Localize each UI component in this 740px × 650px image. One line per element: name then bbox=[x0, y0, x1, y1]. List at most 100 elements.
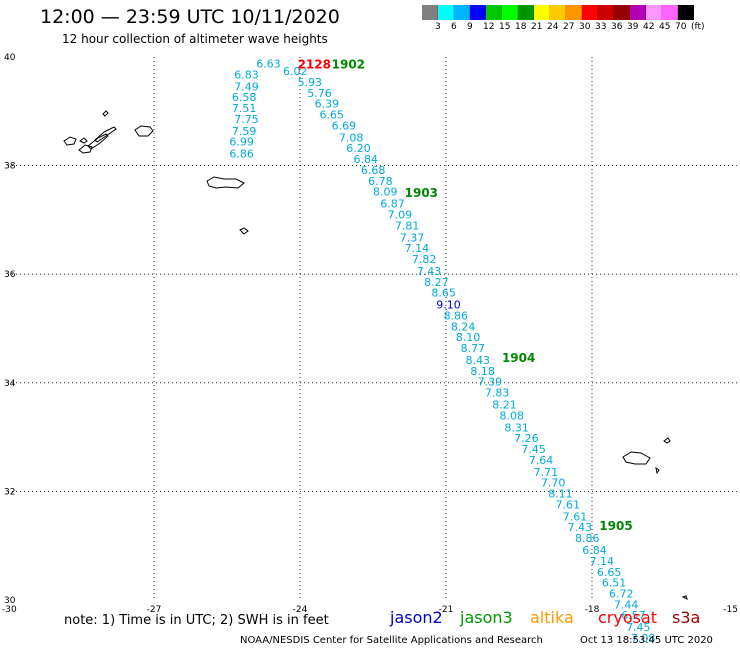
island-sao-miguel bbox=[206, 176, 245, 189]
map-subtitle: 12 hour collection of altimeter wave hei… bbox=[62, 32, 328, 46]
wave-height-point: 7.83 bbox=[485, 387, 510, 400]
color-scale: 3 6 9 12 15 18 21 24 27 30 33 36 39 42 45 70 (ft) bbox=[422, 5, 740, 34]
scale-label: (ft) bbox=[691, 22, 705, 32]
pass-label: 1902 bbox=[332, 58, 365, 72]
island-corvo bbox=[79, 137, 88, 144]
color-scale-labels: 3 6 9 12 15 18 21 24 27 30 33 36 39 42 45 70 (ft) bbox=[422, 20, 740, 34]
y-tick-label: 32 bbox=[4, 487, 15, 497]
scale-label: 24 bbox=[547, 22, 559, 32]
wave-height-point: 5.76 bbox=[307, 87, 332, 100]
wave-height-point: 8.09 bbox=[373, 186, 398, 199]
x-tick-label: -27 bbox=[147, 605, 162, 615]
scale-label: 30 bbox=[579, 22, 591, 32]
credit-text: NOAA/NESDIS Center for Satellite Applica… bbox=[240, 635, 543, 646]
wave-height-point: 8.21 bbox=[492, 399, 517, 412]
wave-height-point: 7.61 bbox=[563, 510, 588, 523]
scale-swatch bbox=[614, 5, 630, 20]
wave-height-point: 8.11 bbox=[548, 488, 573, 501]
wave-height-point: 8.86 bbox=[575, 532, 600, 545]
wave-height-point: 7.44 bbox=[614, 598, 639, 611]
wave-height-point: 7.49 bbox=[234, 80, 258, 93]
wave-height-point: 7.37 bbox=[400, 231, 425, 244]
scale-swatch bbox=[550, 5, 566, 20]
x-tick-label: -30 bbox=[2, 605, 17, 615]
wave-height-point: 7.08 bbox=[339, 131, 364, 144]
scale-swatch bbox=[422, 5, 438, 20]
island-desertas bbox=[655, 466, 660, 475]
wave-height-point: 8.86 bbox=[444, 309, 469, 322]
pass-label: 1903 bbox=[405, 186, 438, 200]
island-sao-jorge bbox=[94, 126, 117, 143]
wave-height-point: 9.10 bbox=[436, 299, 461, 312]
wave-height-point: 7.45 bbox=[626, 621, 651, 634]
color-scale-swatches bbox=[422, 5, 740, 20]
wave-height-point: 7.45 bbox=[521, 443, 546, 456]
wave-height-point: 7.82 bbox=[412, 253, 437, 266]
island-selvagens bbox=[681, 595, 688, 600]
wave-height-point: 6.78 bbox=[368, 175, 393, 188]
scale-swatch bbox=[630, 5, 646, 20]
wave-height-point: 7.51 bbox=[232, 102, 257, 115]
wave-height-point: 8.18 bbox=[470, 365, 495, 378]
scale-swatch bbox=[486, 5, 502, 20]
wave-height-point: 6.63 bbox=[256, 58, 281, 71]
scale-label: 45 bbox=[659, 22, 671, 32]
island-madeira bbox=[622, 451, 651, 465]
wave-height-point: 7.59 bbox=[232, 125, 257, 138]
scale-swatch bbox=[598, 5, 614, 20]
wave-height-point: 8.10 bbox=[456, 331, 481, 344]
wave-height-point: 7.09 bbox=[388, 208, 413, 221]
legend-item-jason2: jason2 bbox=[390, 608, 443, 627]
wave-height-point: 7.14 bbox=[590, 555, 615, 568]
scale-swatch bbox=[438, 5, 454, 20]
island-santa-maria bbox=[239, 227, 249, 235]
scale-swatch bbox=[502, 5, 518, 20]
wave-height-point: 6.87 bbox=[380, 198, 405, 211]
wave-height-point: 7.70 bbox=[541, 477, 566, 490]
wave-height-point: 8.08 bbox=[500, 409, 525, 422]
island-faial bbox=[78, 144, 93, 154]
wave-height-point: 6.02 bbox=[283, 65, 308, 78]
scale-label: 9 bbox=[467, 22, 473, 32]
island-flores bbox=[63, 136, 77, 146]
scale-swatch bbox=[470, 5, 486, 20]
wave-height-point: 6.20 bbox=[346, 142, 371, 155]
pass-label: 1905 bbox=[599, 519, 632, 533]
wave-height-point: 6.72 bbox=[609, 587, 634, 600]
island-terceira bbox=[134, 125, 154, 137]
wave-height-point: 8.77 bbox=[461, 342, 486, 355]
wave-height-point: 7.75 bbox=[234, 113, 258, 126]
scale-swatch bbox=[662, 5, 678, 20]
scale-label: 15 bbox=[499, 22, 511, 32]
wave-height-point: 6.84 bbox=[582, 544, 607, 557]
scale-swatch bbox=[518, 5, 534, 20]
scale-swatch bbox=[582, 5, 598, 20]
y-tick-label: 38 bbox=[4, 162, 16, 172]
wave-height-point: 6.51 bbox=[602, 577, 627, 590]
pass-labels: 2128 1902 1903 1904 1905 bbox=[298, 58, 633, 534]
scale-label: 33 bbox=[595, 22, 607, 32]
scale-label: 70 bbox=[675, 22, 687, 32]
scale-label: 21 bbox=[531, 22, 543, 32]
scale-swatch bbox=[566, 5, 582, 20]
wave-height-point: 6.57 bbox=[621, 609, 646, 622]
wave-height-point: 7.26 bbox=[514, 432, 539, 445]
y-tick-label: 40 bbox=[4, 53, 16, 63]
scale-label: 6 bbox=[451, 22, 457, 32]
scale-swatch bbox=[678, 5, 694, 20]
scale-label: 18 bbox=[515, 22, 527, 32]
scale-swatch bbox=[534, 5, 550, 20]
wave-height-point: 8.31 bbox=[504, 421, 529, 434]
legend-item-jason3: jason3 bbox=[460, 608, 513, 627]
scale-label: 12 bbox=[483, 22, 495, 32]
y-tick-label: 36 bbox=[4, 270, 16, 280]
wave-height-point: 7.61 bbox=[556, 498, 581, 511]
wave-height-point: 6.65 bbox=[597, 566, 622, 579]
wave-height-point: 7.39 bbox=[478, 376, 503, 389]
scale-label: 3 bbox=[435, 22, 441, 32]
wave-height-point: 6.69 bbox=[332, 119, 357, 132]
wave-height-points: 6.636.837.496.587.517.757.596.996.86 6.02… bbox=[229, 58, 655, 645]
wave-height-point: 8.24 bbox=[451, 320, 476, 333]
wave-height-point: 7.43 bbox=[417, 265, 442, 278]
